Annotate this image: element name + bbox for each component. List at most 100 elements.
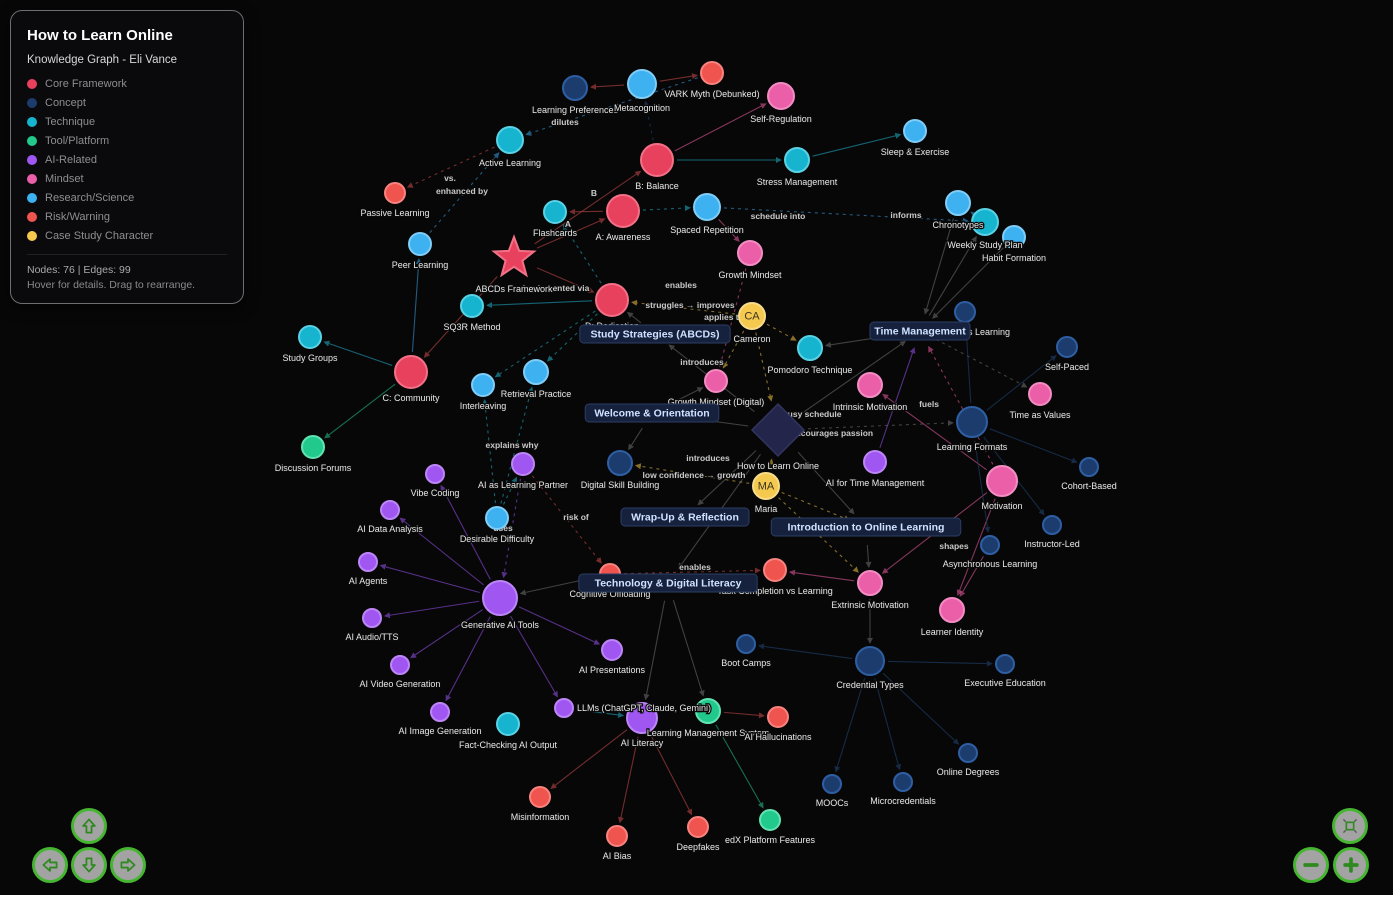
pan-down-button[interactable] (71, 847, 107, 883)
graph-node-moocs[interactable] (822, 774, 842, 794)
graph-node-desirable-difficulty[interactable] (485, 506, 509, 530)
graph-edge (834, 678, 866, 773)
graph-node-misinformation[interactable] (529, 786, 551, 808)
graph-node-ai-learning-partner[interactable] (511, 452, 535, 476)
graph-edge (767, 458, 774, 470)
graph-node-fact-checking[interactable] (496, 712, 520, 736)
graph-node-motivation[interactable] (986, 465, 1018, 497)
node-label: Learning Preferences (532, 105, 619, 115)
graph-node-asynchronous[interactable] (980, 535, 1000, 555)
graph-node-retrieval-practice[interactable] (523, 359, 549, 385)
graph-node-online-degrees[interactable] (958, 743, 978, 763)
graph-node-growth-mindset[interactable] (737, 240, 763, 266)
graph-node-how-to-learn[interactable] (750, 402, 806, 458)
graph-node-boot-camps[interactable] (736, 634, 756, 654)
legend-dot (27, 117, 37, 127)
edge-label: introduces (686, 453, 730, 463)
graph-node-spaced-repetition[interactable] (693, 193, 721, 221)
pan-right-button[interactable] (110, 847, 146, 883)
graph-node-discussion-forums[interactable] (301, 435, 325, 459)
graph-node-generative-ai[interactable] (482, 580, 518, 616)
graph-node-a-awareness[interactable] (606, 194, 640, 228)
graph-node-flashcards[interactable] (543, 200, 567, 224)
graph-node-d-dedication[interactable] (595, 283, 629, 317)
graph-node-credential-types[interactable] (855, 646, 885, 676)
graph-node-sq3r[interactable] (460, 294, 484, 318)
node-label: Microcredentials (870, 796, 936, 806)
graph-node-interleaving[interactable] (471, 373, 495, 397)
graph-node-pomodoro[interactable] (797, 335, 823, 361)
graph-node-edx-features[interactable] (759, 809, 781, 831)
graph-node-c-community[interactable] (394, 355, 428, 389)
graph-node-ai-time-management[interactable] (863, 450, 887, 474)
graph-node-microcredentials[interactable] (893, 772, 913, 792)
graph-node-llms[interactable] (554, 698, 574, 718)
edge-label: fuels (919, 399, 939, 409)
graph-node-digital-skill-building[interactable] (607, 450, 633, 476)
graph-node-cohort-based[interactable] (1079, 457, 1099, 477)
graph-node-vark-myth[interactable] (700, 61, 724, 85)
graph-node-self-regulation[interactable] (767, 82, 795, 110)
module-node-m-tech[interactable]: Technology & Digital Literacy (578, 573, 758, 593)
legend-item-concept: Concept (27, 97, 227, 109)
node-label: Active Learning (479, 158, 541, 168)
module-node-m-study[interactable]: Study Strategies (ABCDs) (579, 324, 731, 344)
graph-node-ai-bias[interactable] (606, 825, 628, 847)
node-label: Instructor-Led (1024, 539, 1080, 549)
graph-node-ai-audio[interactable] (362, 608, 382, 628)
graph-node-learning-preferences[interactable] (562, 75, 588, 101)
graph-node-learner-identity[interactable] (939, 597, 965, 623)
graph-node-deepfakes[interactable] (687, 816, 709, 838)
graph-node-study-groups[interactable] (298, 325, 322, 349)
graph-edge (956, 498, 996, 596)
graph-node-extrinsic-motivation[interactable] (857, 570, 883, 596)
graph-node-instructor-led[interactable] (1042, 515, 1062, 535)
graph-node-growth-mindset-digital[interactable] (704, 369, 728, 393)
module-node-m-welcome[interactable]: Welcome & Orientation (584, 403, 720, 423)
graph-node-cameron[interactable] (738, 302, 766, 330)
graph-node-self-paced[interactable] (1056, 336, 1078, 358)
graph-edge (323, 340, 393, 366)
graph-edge (928, 345, 994, 465)
zoom-in-button[interactable] (1333, 847, 1369, 883)
fit-view-button[interactable] (1332, 808, 1368, 844)
graph-node-weekly-study-plan[interactable] (971, 208, 999, 236)
graph-node-chronotypes[interactable] (945, 190, 971, 216)
pan-up-button[interactable] (71, 808, 107, 844)
graph-node-ai-literacy[interactable] (626, 702, 658, 734)
graph-node-task-completion[interactable] (763, 558, 787, 582)
graph-node-passive-learning[interactable] (384, 182, 406, 204)
graph-node-ai-agents[interactable] (358, 552, 378, 572)
graph-node-metacognition[interactable] (627, 69, 657, 99)
graph-node-active-learning[interactable] (496, 126, 524, 154)
graph-node-synchronous[interactable] (954, 301, 976, 323)
graph-node-ai-data-analysis[interactable] (380, 500, 400, 520)
graph-node-ai-image[interactable] (430, 702, 450, 722)
module-node-m-intro[interactable]: Introduction to Online Learning (770, 517, 962, 537)
graph-node-abcds-framework[interactable] (491, 234, 537, 278)
graph-node-b-balance[interactable] (640, 143, 674, 177)
graph-node-ai-video[interactable] (390, 655, 410, 675)
graph-node-ai-hallucinations[interactable] (767, 706, 789, 728)
graph-node-executive-education[interactable] (995, 654, 1015, 674)
graph-node-sleep-exercise[interactable] (903, 119, 927, 143)
graph-node-ai-presentations[interactable] (601, 639, 623, 661)
graph-node-learning-formats[interactable] (956, 406, 988, 438)
node-label: AI Bias (603, 851, 632, 861)
module-node-m-wrap[interactable]: Wrap-Up & Reflection (620, 507, 750, 527)
graph-node-time-as-values[interactable] (1028, 382, 1052, 406)
graph-node-vibe-coding[interactable] (425, 464, 445, 484)
graph-node-habit-formation[interactable] (1002, 225, 1026, 249)
graph-node-peer-learning[interactable] (408, 232, 432, 256)
graph-node-maria[interactable] (752, 472, 780, 500)
module-node-m-time[interactable]: Time Management (869, 321, 971, 341)
graph-edge (534, 170, 642, 245)
pan-left-button[interactable] (32, 847, 68, 883)
zoom-out-button[interactable] (1293, 847, 1329, 883)
graph-node-intrinsic-motivation[interactable] (857, 372, 883, 398)
node-label: AI as Learning Partner (478, 480, 568, 490)
legend-item-technique: Technique (27, 116, 227, 128)
graph-node-stress-management[interactable] (784, 147, 810, 173)
graph-node-lms[interactable] (695, 698, 721, 724)
